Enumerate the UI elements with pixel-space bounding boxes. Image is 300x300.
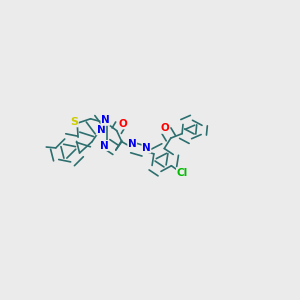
Text: N: N (142, 143, 151, 153)
Text: N: N (128, 139, 136, 149)
Text: N: N (101, 115, 110, 125)
Text: O: O (160, 123, 169, 133)
Text: Cl: Cl (176, 168, 188, 178)
Text: O: O (118, 119, 127, 129)
Text: N: N (100, 140, 108, 151)
Text: N: N (97, 125, 105, 135)
Text: S: S (70, 117, 78, 127)
